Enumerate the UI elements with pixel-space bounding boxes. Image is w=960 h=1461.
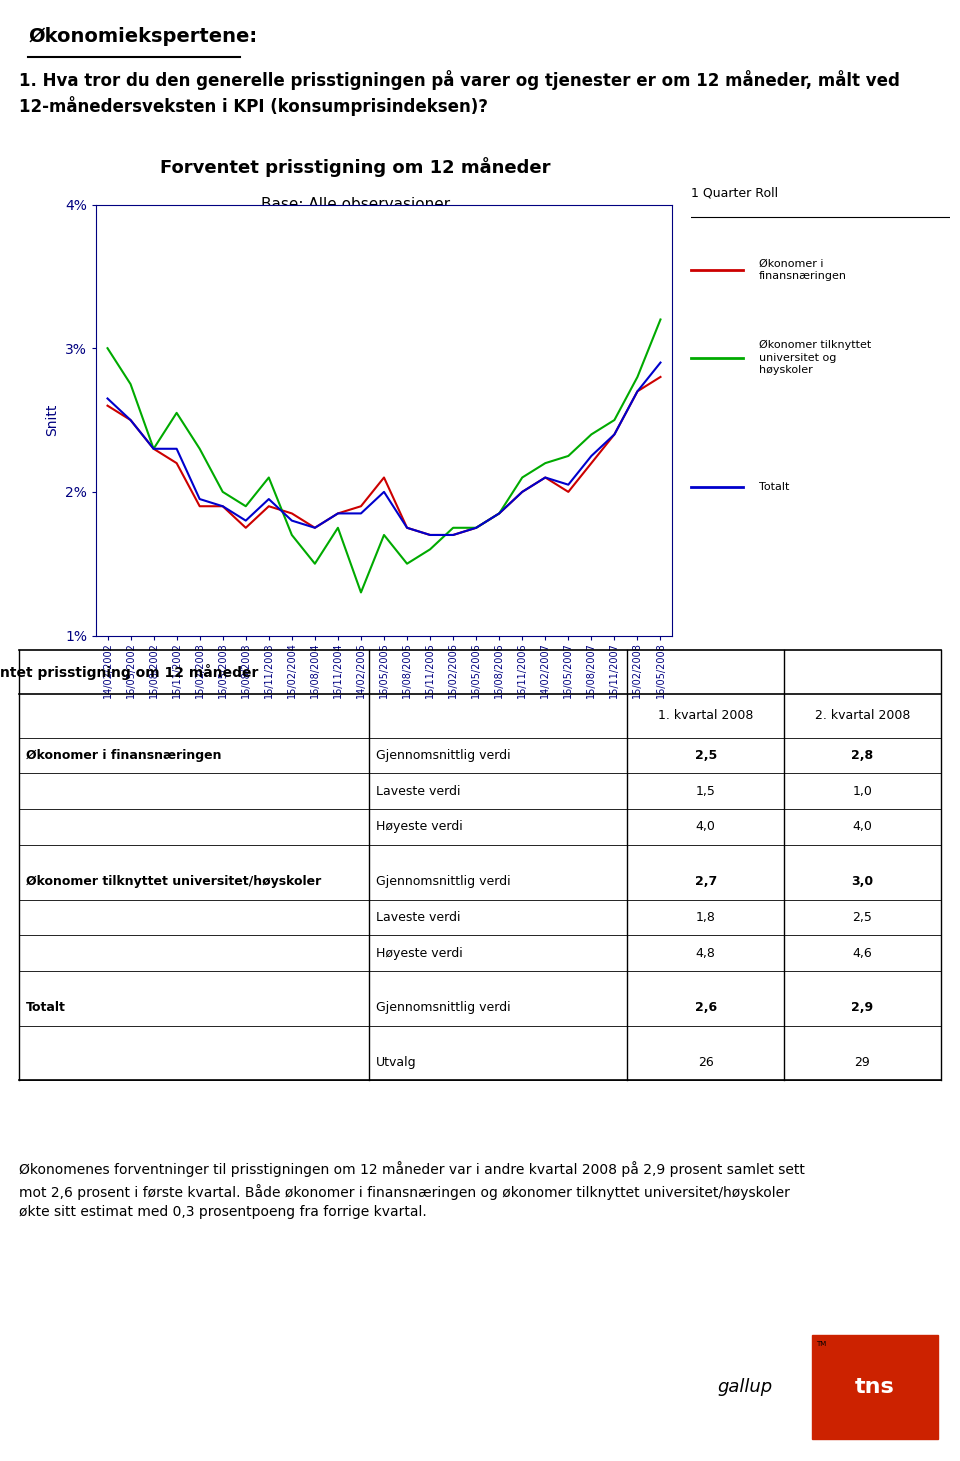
- Text: 4,0: 4,0: [852, 821, 873, 833]
- Text: Økonomer tilknyttet universitet/høyskoler: Økonomer tilknyttet universitet/høyskole…: [26, 875, 321, 888]
- Text: 4,8: 4,8: [696, 947, 716, 960]
- Text: Totalt: Totalt: [26, 1001, 65, 1014]
- Text: Base: Alle observasjoner: Base: Alle observasjoner: [260, 197, 450, 212]
- Text: 2,8: 2,8: [852, 749, 874, 763]
- Text: 2,9: 2,9: [852, 1001, 874, 1014]
- Text: Økonomiekspertene:: Økonomiekspertene:: [29, 26, 257, 45]
- Text: Gjennomsnittlig verdi: Gjennomsnittlig verdi: [376, 1001, 511, 1014]
- Text: 2. kvartal 2008: 2. kvartal 2008: [815, 709, 910, 722]
- Text: 1,5: 1,5: [696, 785, 716, 798]
- Text: 29: 29: [854, 1056, 871, 1069]
- Text: 4,0: 4,0: [696, 821, 716, 833]
- Text: 4,6: 4,6: [852, 947, 873, 960]
- Text: Laveste verdi: Laveste verdi: [376, 910, 461, 923]
- Text: Forventet prisstigning om 12 måneder: Forventet prisstigning om 12 måneder: [0, 663, 258, 679]
- Text: Gjennomsnittlig verdi: Gjennomsnittlig verdi: [376, 875, 511, 888]
- Text: Utvalg: Utvalg: [376, 1056, 417, 1069]
- Text: Høyeste verdi: Høyeste verdi: [376, 947, 463, 960]
- Text: 2,5: 2,5: [852, 910, 873, 923]
- Text: 1. Hva tror du den generelle prisstigningen på varer og tjenester er om 12 måned: 1. Hva tror du den generelle prisstignin…: [19, 70, 900, 115]
- Text: 1. kvartal 2008: 1. kvartal 2008: [659, 709, 754, 722]
- Text: 3,0: 3,0: [852, 875, 874, 888]
- Text: 1,8: 1,8: [696, 910, 716, 923]
- Text: 2,7: 2,7: [695, 875, 717, 888]
- Text: Økonomer i finansnæringen: Økonomer i finansnæringen: [26, 749, 221, 763]
- Text: gallup: gallup: [717, 1378, 772, 1397]
- Text: Totalt: Totalt: [758, 482, 789, 492]
- Y-axis label: Snitt: Snitt: [45, 403, 60, 437]
- Text: Økonomer tilknyttet
universitet og
høyskoler: Økonomer tilknyttet universitet og høysk…: [758, 340, 871, 375]
- Text: 1,0: 1,0: [852, 785, 873, 798]
- Text: Forventet prisstigning om 12 måneder: Forventet prisstigning om 12 måneder: [160, 156, 550, 177]
- Text: tns: tns: [855, 1378, 895, 1397]
- Text: 2,5: 2,5: [695, 749, 717, 763]
- Text: 26: 26: [698, 1056, 713, 1069]
- Text: 2,6: 2,6: [695, 1001, 717, 1014]
- Bar: [812, 1335, 938, 1439]
- Text: 1 Quarter Roll: 1 Quarter Roll: [691, 187, 779, 200]
- Text: TM: TM: [816, 1341, 826, 1347]
- Text: Gjennomsnittlig verdi: Gjennomsnittlig verdi: [376, 749, 511, 763]
- Text: Høyeste verdi: Høyeste verdi: [376, 821, 463, 833]
- Text: Økonomer i
finansnæringen: Økonomer i finansnæringen: [758, 259, 847, 282]
- Text: Laveste verdi: Laveste verdi: [376, 785, 461, 798]
- Text: Økonomenes forventninger til prisstigningen om 12 måneder var i andre kvartal 20: Økonomenes forventninger til prisstignin…: [19, 1161, 805, 1220]
